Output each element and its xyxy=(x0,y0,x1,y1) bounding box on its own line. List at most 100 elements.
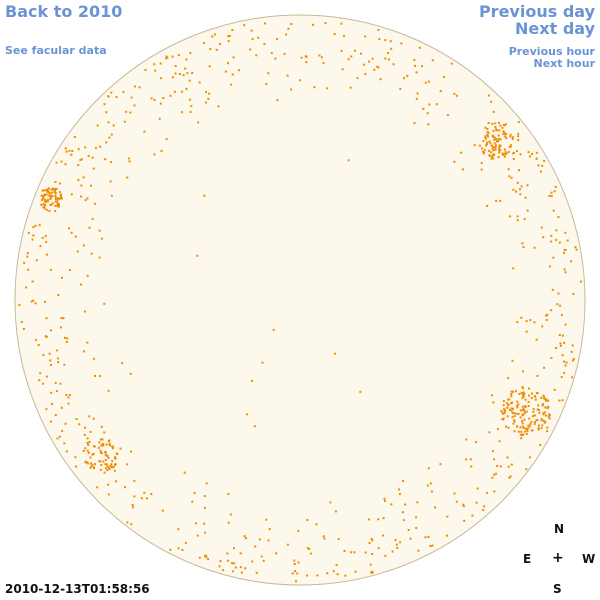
facula-dot xyxy=(550,234,553,237)
facula-dot xyxy=(487,122,490,124)
facula-dot xyxy=(492,401,495,404)
facula-dot xyxy=(222,569,225,572)
facula-dot xyxy=(97,446,100,449)
facula-dot xyxy=(105,467,107,470)
next-hour-link[interactable]: Next hour xyxy=(533,57,596,70)
facula-dot xyxy=(531,392,533,395)
facula-dot xyxy=(390,503,393,506)
facula-dot xyxy=(525,410,528,413)
facula-dot xyxy=(399,493,401,496)
facula-dot xyxy=(427,80,430,83)
facula-dot xyxy=(113,469,116,472)
facula-dot xyxy=(543,160,546,162)
facula-dot xyxy=(107,440,110,443)
facula-dot xyxy=(105,141,108,144)
facula-dot xyxy=(229,34,231,37)
facula-dot xyxy=(56,197,59,200)
next-day-link[interactable]: Next day xyxy=(515,19,595,38)
previous-hour-link[interactable]: Previous hour xyxy=(508,45,595,58)
facula-dot xyxy=(178,73,181,75)
facula-dot xyxy=(100,464,103,466)
facula-dot xyxy=(512,151,515,154)
facula-dot xyxy=(88,415,91,418)
facula-dot xyxy=(548,417,551,420)
facula-dot xyxy=(54,381,57,384)
facula-dot xyxy=(409,537,412,540)
facula-dot xyxy=(114,456,117,459)
facula-dot xyxy=(58,435,61,438)
facula-dot xyxy=(527,427,530,430)
facula-dot xyxy=(487,135,489,138)
facula-dot xyxy=(42,203,45,206)
facula-dot xyxy=(55,187,58,190)
facula-dot xyxy=(54,210,57,212)
see-facular-data-link[interactable]: See facular data xyxy=(5,44,107,57)
facula-dot xyxy=(548,413,551,416)
facula-dot xyxy=(239,566,242,569)
facula-dot xyxy=(510,407,513,410)
facula-dot xyxy=(519,409,522,412)
facula-dot xyxy=(84,460,87,463)
facula-dot xyxy=(533,421,536,424)
facula-dot xyxy=(107,457,110,459)
facula-dot xyxy=(547,399,549,402)
facula-dot xyxy=(265,83,268,86)
facula-dot xyxy=(41,197,44,200)
facula-dot xyxy=(203,495,206,498)
facula-dot xyxy=(45,208,48,211)
facula-dot xyxy=(491,156,493,159)
facula-dot xyxy=(485,144,487,147)
facula-dot xyxy=(575,248,578,251)
facula-dot xyxy=(48,209,51,212)
facula-dot xyxy=(521,386,524,388)
facula-dot xyxy=(107,389,110,392)
facula-dot xyxy=(521,409,524,412)
facula-dot xyxy=(526,209,529,212)
facula-dot xyxy=(105,451,107,454)
facula-dot xyxy=(115,480,118,483)
facula-dot xyxy=(191,72,194,74)
facula-dot xyxy=(80,283,83,286)
facula-dot xyxy=(555,347,558,349)
facula-dot xyxy=(20,321,23,323)
back-to-year-link[interactable]: Back to 2010 xyxy=(5,2,123,21)
facula-dot xyxy=(335,564,338,567)
facula-dot xyxy=(465,458,468,461)
facula-dot xyxy=(553,190,556,193)
previous-day-link[interactable]: Previous day xyxy=(478,2,595,21)
facula-dot xyxy=(77,148,80,151)
facula-dot xyxy=(564,323,567,326)
facula-dot xyxy=(513,419,516,422)
facula-dot xyxy=(18,304,21,306)
facula-dot xyxy=(527,401,530,403)
facula-dot xyxy=(443,75,445,78)
facula-dot xyxy=(231,562,234,564)
facula-dot xyxy=(493,146,495,149)
facula-dot xyxy=(159,102,162,105)
facula-dot xyxy=(251,560,254,563)
facula-dot xyxy=(255,54,258,57)
facula-dot xyxy=(491,145,494,148)
facula-dot xyxy=(560,314,563,316)
facula-dot xyxy=(492,157,495,160)
facula-dot xyxy=(341,68,344,71)
facula-dot xyxy=(396,546,399,549)
facula-dot xyxy=(484,135,487,138)
facula-dot xyxy=(462,505,465,508)
facula-dot xyxy=(522,433,525,436)
facula-dot xyxy=(77,179,80,182)
facula-dot xyxy=(544,411,547,414)
facula-dot xyxy=(445,534,448,537)
facula-dot xyxy=(30,300,33,303)
facula-dot xyxy=(42,382,45,385)
facula-dot xyxy=(106,455,109,458)
facula-dot xyxy=(56,203,59,206)
facula-dot xyxy=(517,135,520,138)
facula-dot xyxy=(43,189,46,192)
facula-dot xyxy=(495,472,498,475)
facula-dot xyxy=(49,329,52,332)
facula-dot xyxy=(213,33,216,36)
facula-dot xyxy=(243,535,246,538)
facula-dot xyxy=(528,387,531,390)
facula-dot xyxy=(84,426,86,429)
